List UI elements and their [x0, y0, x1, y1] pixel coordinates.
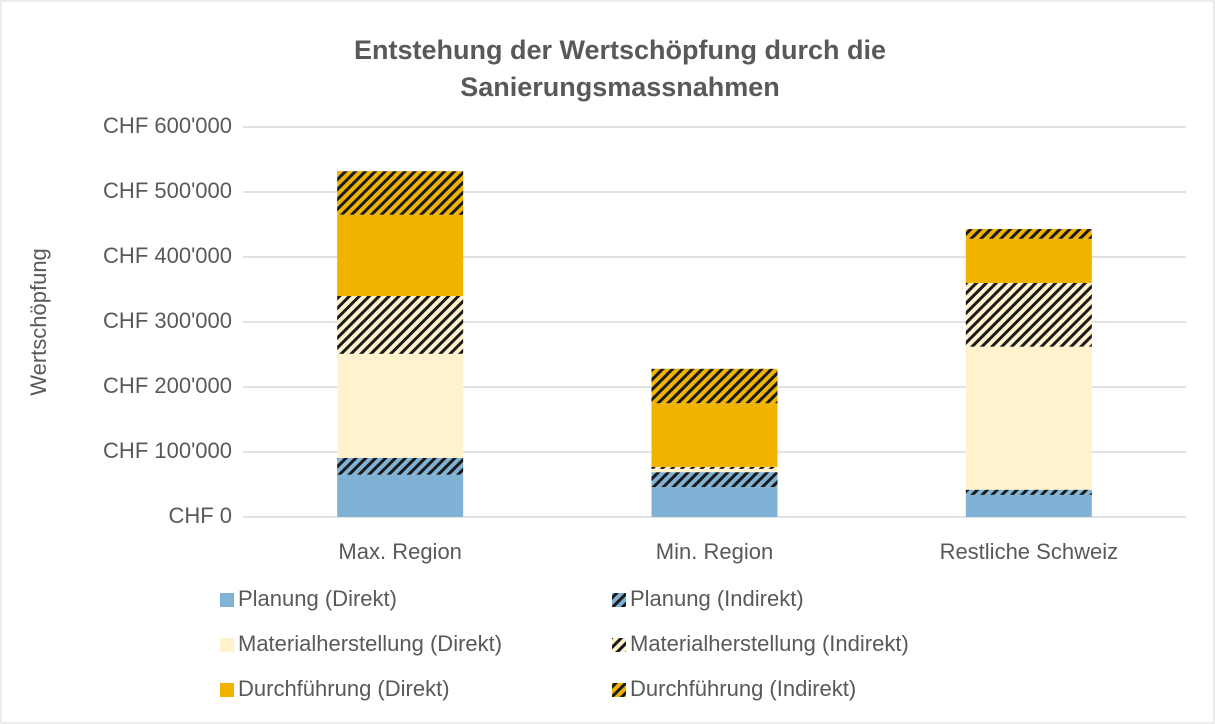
y-axis-label: Wertschöpfung — [26, 248, 51, 396]
bar-segment — [651, 472, 778, 488]
bar-segment — [965, 489, 1092, 495]
bar-segment — [965, 238, 1092, 283]
bar-segment — [965, 283, 1092, 347]
legend-swatch — [612, 683, 626, 697]
x-tick-label: Restliche Schweiz — [940, 539, 1119, 564]
bar-segment — [651, 368, 778, 404]
bar-segment — [337, 457, 464, 475]
x-tick-label: Max. Region — [338, 539, 462, 564]
bar-segment — [651, 403, 778, 467]
legend-label: Materialherstellung (Direkt) — [238, 631, 502, 656]
bar-segment — [651, 468, 778, 473]
chart-title: Entstehung der Wertschöpfung durch die — [354, 35, 886, 65]
legend-label: Durchführung (Direkt) — [238, 676, 450, 701]
legend-label: Materialherstellung (Indirekt) — [630, 631, 909, 656]
bar-segment — [337, 296, 464, 354]
legend-swatch — [220, 593, 234, 607]
x-tick-label: Min. Region — [656, 539, 773, 564]
y-tick-label: CHF 300'000 — [103, 308, 232, 333]
legend-label: Planung (Indirekt) — [630, 586, 804, 611]
bar-segment — [965, 229, 1092, 239]
bar-segment — [651, 487, 778, 517]
y-tick-label: CHF 400'000 — [103, 243, 232, 268]
y-tick-label: CHF 600'000 — [103, 113, 232, 138]
bar-segment — [965, 346, 1092, 490]
y-tick-label: CHF 100'000 — [103, 438, 232, 463]
legend-label: Planung (Direkt) — [238, 586, 397, 611]
bar-segment — [965, 494, 1092, 517]
y-tick-label: CHF 0 — [168, 503, 232, 528]
bar-segment — [337, 171, 464, 215]
bar-segment — [651, 466, 778, 469]
y-tick-label: CHF 500'000 — [103, 178, 232, 203]
legend-swatch — [612, 593, 626, 607]
bar-segment — [337, 353, 464, 458]
y-tick-label: CHF 200'000 — [103, 373, 232, 398]
legend-swatch — [220, 683, 234, 697]
bar-segment — [337, 474, 464, 517]
legend-swatch — [612, 638, 626, 652]
chart-title: Sanierungsmassnahmen — [460, 72, 780, 102]
bar-segment — [337, 214, 464, 296]
legend-label: Durchführung (Indirekt) — [630, 676, 856, 701]
legend-swatch — [220, 638, 234, 652]
